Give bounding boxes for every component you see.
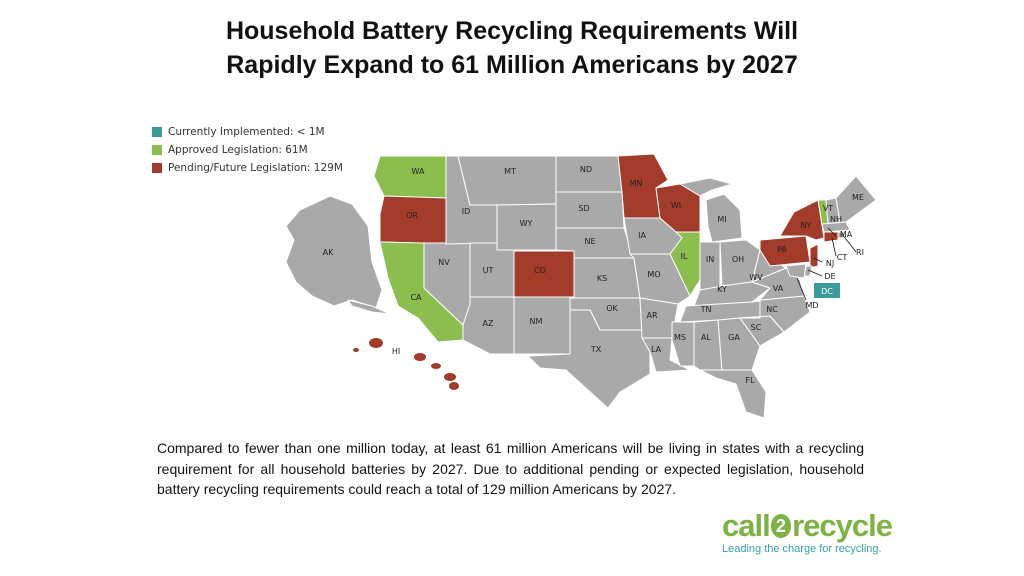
state-label-mn: MN: [630, 179, 643, 188]
state-label-de: DE: [824, 272, 835, 281]
state-label-ak: AK: [323, 248, 334, 257]
state-label-il: IL: [681, 252, 688, 261]
state-label-oh: OH: [732, 255, 744, 264]
state-label-md: MD: [805, 301, 818, 310]
state-label-in: IN: [706, 255, 714, 264]
description: Compared to fewer than one million today…: [157, 440, 864, 497]
state-NC: [739, 295, 811, 333]
dc-label: DC: [821, 287, 833, 296]
state-label-mo: MO: [647, 270, 660, 279]
state-label-nj: NJ: [826, 259, 834, 268]
state-label-ri: RI: [856, 248, 864, 257]
state-label-ky: KY: [717, 285, 727, 294]
state-label-id: ID: [462, 207, 471, 216]
title-line-2: Rapidly Expand to 61 Million Americans b…: [226, 51, 798, 79]
state-label-ny: NY: [801, 221, 812, 230]
call2recycle-logo: call 2 recycle Leading the charge for re…: [722, 508, 893, 556]
state-label-ne: NE: [584, 237, 595, 246]
state-IL: [669, 231, 701, 297]
state-label-nc: NC: [766, 305, 778, 314]
state-label-ms: MS: [674, 333, 686, 342]
logo-wordmark: call 2 recycle: [722, 508, 893, 543]
state-AK-tail: [347, 299, 391, 315]
legend-item-pending: Pending/Future Legislation: 129M: [152, 159, 343, 177]
state-MD: [785, 263, 807, 279]
state-GA: [717, 317, 761, 371]
state-label-nm: NM: [530, 317, 543, 326]
state-label-sd: SD: [578, 204, 589, 213]
state-label-tn: TN: [700, 305, 712, 314]
state-label-wv: WV: [749, 273, 763, 282]
logo-word-call: call: [722, 508, 771, 543]
state-MT: [457, 155, 557, 206]
state-label-nv: NV: [438, 258, 450, 267]
us-map: DC AK WA OR CA NV ID MT WY UT AZ CO NM ND SD NE KS OK TX M…: [285, 153, 877, 419]
state-AL: [693, 319, 723, 371]
state-label-va: VA: [773, 284, 784, 293]
state-MI-UP: [679, 177, 733, 197]
state-FL: [699, 369, 767, 419]
state-label-sc: SC: [751, 323, 762, 332]
state-ND: [555, 155, 623, 193]
state-ME: [835, 175, 877, 223]
state-label-nh: NH: [830, 215, 842, 224]
state-label-wy: WY: [520, 219, 533, 228]
state-WA: [373, 155, 447, 199]
state-label-hi: HI: [392, 347, 400, 356]
state-label-az: AZ: [483, 319, 494, 328]
state-label-co: CO: [534, 266, 546, 275]
state-label-ar: AR: [646, 311, 657, 320]
title-line-1: Household Battery Recycling Requirements…: [225, 17, 799, 45]
state-HI: [353, 338, 459, 390]
state-OR: [379, 195, 447, 245]
state-NY: [779, 199, 825, 241]
state-label-ks: KS: [597, 274, 607, 283]
state-NJ: [809, 243, 819, 269]
state-SD: [555, 191, 625, 229]
state-label-mi: MI: [717, 215, 726, 224]
state-label-ca: CA: [410, 293, 422, 302]
state-PA: [759, 235, 811, 267]
legend-label-approved: Approved Legislation: 61M: [168, 144, 308, 156]
state-label-tx: TX: [590, 345, 602, 354]
logo-tagline: Leading the charge for recycling.: [722, 543, 882, 555]
state-label-ct: CT: [837, 253, 848, 262]
legend-label-implemented: Currently Implemented: < 1M: [168, 126, 325, 138]
state-label-ok: OK: [606, 304, 618, 313]
legend-item-approved: Approved Legislation: 61M: [152, 141, 343, 159]
state-label-wa: WA: [412, 167, 425, 176]
legend-swatch-pending: [152, 163, 162, 173]
state-label-al: AL: [701, 333, 711, 342]
state-TX: [527, 309, 651, 409]
state-MS: [671, 321, 695, 367]
state-label-wi: WI: [671, 201, 681, 210]
legend-label-pending: Pending/Future Legislation: 129M: [168, 162, 343, 174]
state-label-mt: MT: [504, 167, 516, 176]
state-label-or: OR: [406, 211, 418, 220]
dc-badge: [814, 283, 840, 298]
legend-swatch-approved: [152, 145, 162, 155]
state-CT: [823, 231, 839, 243]
state-label-ia: IA: [638, 231, 646, 240]
state-MI: [705, 193, 743, 243]
state-label-ut: UT: [483, 266, 494, 275]
state-label-fl: FL: [745, 376, 755, 385]
state-label-pa: PA: [777, 245, 787, 254]
logo-word-2: 2: [770, 514, 792, 538]
chart-title: Household Battery Recycling Requirements…: [0, 14, 1024, 82]
legend: Currently Implemented: < 1M Approved Leg…: [152, 123, 343, 177]
state-label-nd: ND: [580, 165, 592, 174]
logo-word-recycle: recycle: [792, 508, 893, 543]
state-IN: [699, 241, 721, 291]
legend-item-implemented: Currently Implemented: < 1M: [152, 123, 343, 141]
legend-swatch-implemented: [152, 127, 162, 137]
state-label-vt: VT: [823, 204, 833, 213]
state-label-la: LA: [651, 345, 662, 354]
state-label-me: ME: [852, 193, 864, 202]
state-AK: [285, 195, 383, 309]
state-label-ma: MA: [840, 230, 853, 239]
state-label-ga: GA: [728, 333, 740, 342]
